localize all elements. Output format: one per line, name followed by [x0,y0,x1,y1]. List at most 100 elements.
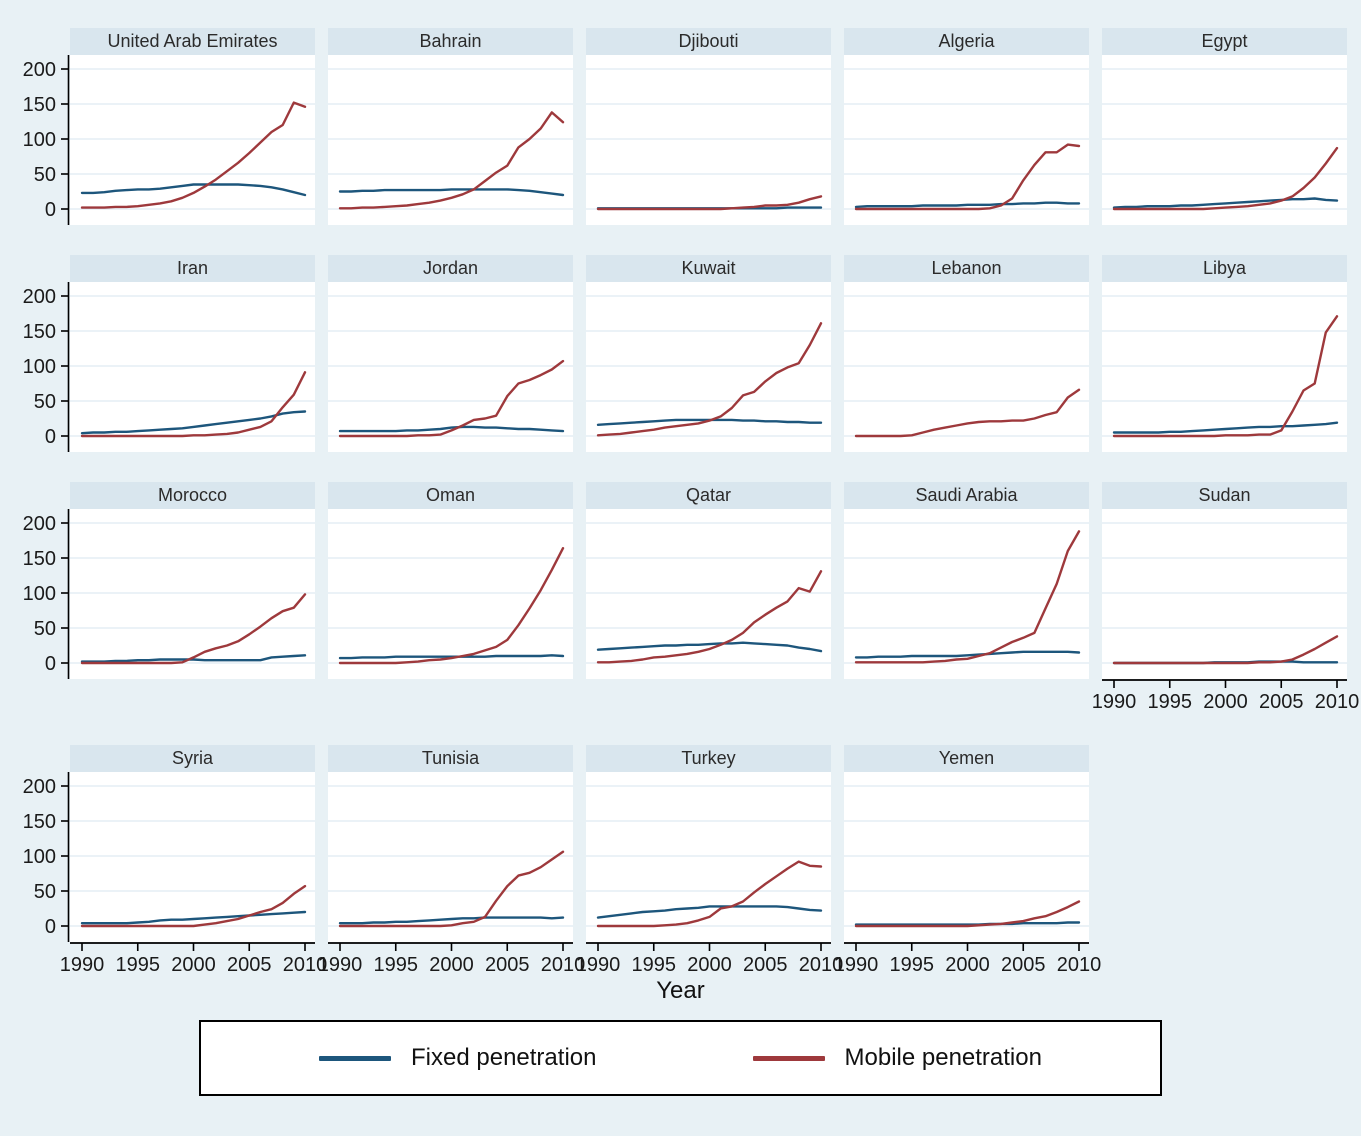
panel-algeria: Algeria [844,28,1089,225]
y-tick-label: 200 [23,286,56,308]
y-axis: 0 50 100 150 200 [0,28,70,225]
panel-plot [328,772,573,942]
y-tick-label: 50 [34,618,56,640]
panel-plot [1102,55,1347,225]
y-tick-label: 200 [23,513,56,535]
mobile-line [338,850,565,928]
panel-plot [328,55,573,225]
x-axis: 1990 1995 2000 2005 2010 [834,942,1101,976]
panel-plot [70,772,315,942]
panel-plot [586,509,831,679]
fixed-line [338,916,565,925]
panel-title: Egypt [1102,28,1347,55]
fixed-line [80,183,307,197]
x-tick-label: 1995 [890,954,935,976]
panel-title: Libya [1102,255,1347,282]
panel-turkey: Turkey 1990 1995 2000 2005 2010 [576,745,843,976]
fixed-line [338,425,565,433]
mobile-line [854,900,1081,928]
panel-title: Algeria [844,28,1089,55]
x-tick-label: 2010 [283,954,328,976]
panel-title: Bahrain [328,28,573,55]
panel-plot [586,55,831,225]
panel-title: Tunisia [328,745,573,772]
panel-egypt: Egypt [1102,28,1347,225]
y-tick-label: 0 [45,653,56,675]
fixed-line [1112,421,1339,434]
panel-title: Djibouti [586,28,831,55]
panel-oman: Oman [328,482,573,679]
panel-syria: Syria 1990 1995 2000 2005 2010 [60,745,327,976]
mobile-line [596,570,823,664]
panel-row-3: 0 50 100 150 200 Morocco Oman Qatar Saudi Arabia… [0,482,1361,713]
panel-lebanon: Lebanon [844,255,1089,452]
panel-sudan: Sudan 1990 1995 2000 2005 2010 [1092,482,1359,713]
fixed-line [80,910,307,925]
x-tick-label: 2000 [945,954,990,976]
y-tick-label: 100 [23,846,56,868]
panel-row-4: 0 50 100 150 200 Syria 1990 1995 2000 2005 2010 Tun… [0,745,1361,976]
x-tick-label: 2010 [1315,691,1360,713]
x-tick-label: 2000 [171,954,216,976]
y-tick-label: 150 [23,94,56,116]
panel-title: Yemen [844,745,1089,772]
small-multiples-grid: 0 50 100 150 200 United Arab Emirates Bahrain D… [0,28,1361,976]
fixed-line [80,410,307,435]
panel-title: Sudan [1102,482,1347,509]
mobile-line [338,111,565,210]
mobile-line [80,371,307,438]
panel-title: Jordan [328,255,573,282]
panel-row-2: 0 50 100 150 200 Iran Jordan Kuwait Lebanon Libya [0,255,1361,452]
x-tick-label: 1990 [60,954,105,976]
x-tick-label: 2005 [227,954,272,976]
panel-plot [586,772,831,942]
panel-yemen: Yemen 1990 1995 2000 2005 2010 [834,745,1101,976]
panel-title: Syria [70,745,315,772]
y-tick-label: 50 [34,881,56,903]
y-tick-label: 100 [23,129,56,151]
panel-title: Turkey [586,745,831,772]
panel-united-arab-emirates: United Arab Emirates [70,28,315,225]
x-axis: 1990 1995 2000 2005 2010 [1092,679,1359,713]
panel-morocco: Morocco [70,482,315,679]
mobile-line [338,547,565,665]
x-tick-label: 2005 [743,954,788,976]
x-axis: 1990 1995 2000 2005 2010 [576,942,843,976]
mobile-line [338,359,565,438]
panel-title: Kuwait [586,255,831,282]
panel-row-1: 0 50 100 150 200 United Arab Emirates Bahrain D… [0,28,1361,225]
panel-plot [70,282,315,452]
x-tick-label: 2005 [1001,954,1046,976]
mobile-line [854,530,1081,664]
panel-iran: Iran [70,255,315,452]
panel-plot [328,282,573,452]
y-tick-label: 0 [45,426,56,448]
mobile-line [596,195,823,211]
x-axis: 1990 1995 2000 2005 2010 [60,942,327,976]
mobile-line [596,860,823,928]
x-axis: 1990 1995 2000 2005 2010 [318,942,585,976]
mobile-line [1112,635,1339,665]
x-axis-title: Year [656,977,705,1004]
y-tick-label: 150 [23,548,56,570]
y-axis: 0 50 100 150 200 [0,745,70,942]
y-tick-label: 150 [23,811,56,833]
x-tick-label: 2010 [541,954,586,976]
y-tick-label: 100 [23,583,56,605]
y-tick-label: 100 [23,356,56,378]
x-tick-label: 1990 [318,954,363,976]
panel-title: United Arab Emirates [70,28,315,55]
mobile-line [80,593,307,665]
panel-plot [70,509,315,679]
panel-title: Saudi Arabia [844,482,1089,509]
fixed-line [338,654,565,660]
mobile-line-swatch [752,1055,825,1061]
panel-plot [844,509,1089,679]
panel-title: Oman [328,482,573,509]
y-tick-label: 200 [23,776,56,798]
panel-plot [844,772,1089,942]
mobile-line [80,101,307,209]
x-tick-label: 2005 [485,954,530,976]
panel-title: Qatar [586,482,831,509]
panel-title: Iran [70,255,315,282]
